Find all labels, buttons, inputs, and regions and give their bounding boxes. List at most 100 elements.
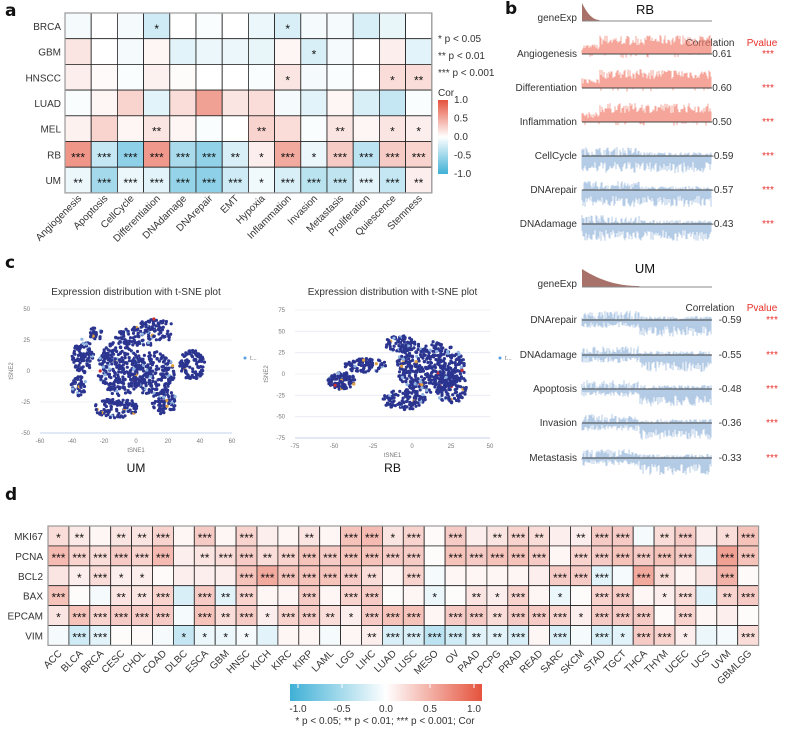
scatter-point: [119, 359, 123, 363]
heatmap-cell: [319, 625, 342, 646]
significance-stars: ***: [678, 531, 692, 545]
significance-stars: **: [493, 611, 503, 625]
significance-stars: *: [662, 591, 667, 605]
scatter-point: [74, 364, 78, 368]
scatter-point: [202, 360, 207, 364]
scatter-point: [71, 387, 75, 391]
heatmap-cell: [549, 545, 571, 567]
track-label: Differentiation: [515, 83, 577, 94]
y-tick-label: -25: [276, 393, 285, 399]
scatter-point: [165, 404, 169, 408]
scatter-point: [383, 394, 387, 398]
scatter-point: [449, 359, 453, 363]
significance-stars: ***: [385, 176, 399, 190]
scatter-point: [454, 398, 459, 403]
heatmap-cell: [378, 38, 406, 65]
significance-stars: **: [200, 551, 210, 565]
scatter-point: [424, 384, 428, 389]
scatter-point: [94, 408, 98, 412]
scatter-points: [326, 334, 468, 412]
pvalue-header: Pvalue: [747, 38, 778, 49]
scatter-point: [107, 367, 111, 371]
row-label: BCL2: [18, 572, 43, 583]
scatter-point: [395, 349, 399, 353]
scatter-point: [450, 369, 454, 373]
y-tick-label: -50: [276, 415, 285, 421]
scatter-point: [135, 364, 139, 368]
heatmap-cell: [381, 565, 404, 587]
significance-stars: **: [137, 591, 147, 605]
heatmap-cell: [274, 141, 302, 168]
significance-stars: *: [349, 611, 354, 625]
scatter-point: [442, 357, 446, 361]
scatter-point: [126, 403, 130, 407]
scatter-point: [89, 327, 93, 331]
y-tick-label: 0: [27, 369, 31, 375]
scatter-point: [128, 391, 132, 395]
scatter-point: [157, 359, 161, 363]
significance-stars: ***: [72, 611, 86, 625]
heatmap-cell: [352, 115, 380, 142]
significance-stars: ***: [412, 150, 426, 164]
scatter-point: [95, 411, 99, 415]
legend-marker: [498, 356, 502, 360]
significance-stars: **: [221, 611, 231, 625]
scatter-point: [153, 371, 157, 376]
scatter-point: [377, 358, 381, 362]
colorbar-caption: * p < 0.05; ** p < 0.01; *** p < 0.001; …: [295, 716, 475, 727]
heatmap-cell: [737, 605, 760, 626]
significance-stars: **: [325, 611, 335, 625]
scatter-point: [109, 376, 113, 380]
scatter-point: [407, 364, 411, 368]
scatter-point: [98, 356, 102, 360]
scatter-point: [438, 370, 442, 374]
significance-stars: *: [683, 630, 688, 644]
scatter-point: [173, 399, 177, 403]
scatter-point: [125, 406, 129, 410]
row-label: BAX: [23, 592, 43, 603]
scatter-point: [116, 415, 120, 419]
scatter-point: [135, 349, 140, 354]
scatter-point: [444, 375, 448, 379]
significance-stars: ***: [307, 176, 321, 190]
scatter-point: [411, 369, 415, 373]
heatmap-cell: [716, 605, 739, 626]
scatter-point: [454, 376, 458, 380]
correlation-value: -0.55: [719, 350, 742, 361]
correlation-value: 0.61: [712, 49, 732, 60]
scatter-point: [425, 348, 429, 352]
track-label: DNAdamage: [520, 350, 578, 361]
heatmap-cell: [570, 585, 592, 607]
significance-stars: ***: [71, 150, 85, 164]
scatter-point: [442, 359, 446, 363]
significance-stars: *: [182, 630, 187, 644]
scatter-point: [368, 358, 372, 362]
significance-stars: *: [119, 571, 124, 585]
scatter-point: [326, 378, 330, 382]
scatter-point: [133, 380, 138, 384]
significance-stars: ***: [198, 591, 212, 605]
track-bars: [581, 449, 712, 475]
significance-stars: *: [620, 630, 625, 644]
scatter-point: [118, 400, 122, 404]
scatter-point: [130, 381, 134, 385]
scatter-point: [166, 384, 170, 388]
scatter-point: [185, 358, 189, 362]
heatmap-cell: [423, 525, 446, 547]
scatter-point: [458, 385, 463, 389]
x-tick-label: 0: [134, 439, 138, 445]
significance-stars: *: [140, 571, 145, 585]
significance-stars: ***: [359, 150, 373, 164]
significance-stars: **: [493, 630, 503, 644]
scatter-point: [444, 379, 448, 384]
scatter-point: [400, 375, 404, 379]
scatter-point: [185, 364, 189, 368]
y-tick-label: 0: [282, 372, 286, 378]
scatter-point: [420, 349, 424, 353]
significance-stars: ***: [123, 150, 137, 164]
heatmap-cell: [277, 525, 300, 547]
scatter-point: [122, 371, 126, 375]
scatter-point: [113, 370, 117, 375]
significance-stars: **: [305, 531, 315, 545]
scatter-point: [152, 334, 156, 338]
